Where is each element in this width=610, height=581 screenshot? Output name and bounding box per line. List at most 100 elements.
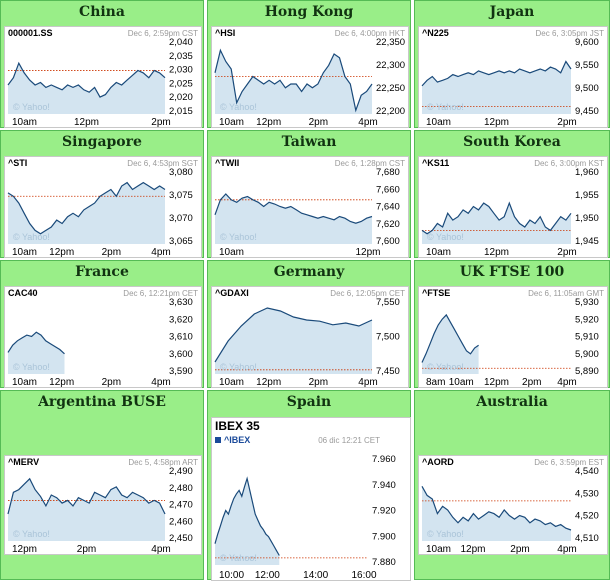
y-tick-label: 9,600	[575, 37, 599, 48]
x-tick-label: 10am	[449, 377, 474, 387]
panel-title[interactable]: UK FTSE 100	[459, 264, 565, 280]
chart-hong-kong[interactable]: ^HSI Dec 6, 4:00pm HKT 22,350 22,300 22,250 2…	[211, 26, 409, 128]
chart-china[interactable]: 000001.SS Dec 6, 2:59pm CST 2,040 2,035 2,03…	[4, 26, 202, 128]
chart-timestamp: Dec 6, 12:21pm CET	[123, 289, 198, 298]
panel-title[interactable]: Australia	[476, 394, 548, 410]
y-tick-label: 1,955	[575, 190, 599, 201]
chart-symbol: ^KS11	[422, 158, 449, 168]
panel-argentina-buse[interactable]: Argentina BUSE ^MERV Dec 5, 4:58pm ART 2,49…	[0, 390, 204, 580]
panel-hong-kong[interactable]: Hong Kong ^HSI Dec 6, 4:00pm HKT 22,350 22,3…	[207, 0, 411, 128]
y-tick-label: 7,500	[376, 332, 400, 343]
x-tick-label: 4pm	[151, 377, 170, 387]
panel-title[interactable]: Singapore	[62, 134, 142, 150]
chart-uk-ftse-100[interactable]: ^FTSE Dec 6, 11:05am GMT 5,930 5,920 5,910 5,…	[418, 286, 608, 388]
y-tick-label: 7.960	[372, 454, 396, 465]
y-tick-label: 4,510	[575, 533, 599, 544]
yahoo-watermark: © Yahoo!	[427, 232, 464, 242]
chart-spain[interactable]: IBEX 35 ^IBEX 06 dic 12:21 CET 7.960 7.940 7.…	[211, 417, 411, 581]
chart-south-korea[interactable]: ^KS11 Dec 6, 3:00pm KST 1,960 1,955 1,950 1,9…	[418, 156, 608, 258]
series-line	[7, 61, 166, 98]
series-area	[8, 182, 165, 244]
panel-title[interactable]: Hong Kong	[264, 4, 354, 20]
chart-symbol: ^HSI	[215, 28, 235, 38]
y-tick-label: 4,540	[575, 466, 599, 477]
chart-germany[interactable]: ^GDAXI Dec 6, 12:05pm CET 7,550 7,500 7,450 1…	[211, 286, 409, 388]
chart-france[interactable]: CAC40 Dec 6, 12:21pm CET 3,630 3,620 3,610 3,…	[4, 286, 202, 388]
panel-title[interactable]: Japan	[489, 4, 535, 20]
panel-uk-ftse-100[interactable]: UK FTSE 100 ^FTSE Dec 6, 11:05am GMT 5,930 5…	[414, 260, 610, 388]
x-tick-label: 4pm	[151, 544, 170, 554]
chart-australia[interactable]: ^AORD Dec 6, 3:59pm EST 4,540 4,530 4,520 4,5…	[418, 455, 608, 555]
y-tick-label: 9,550	[575, 60, 599, 71]
chart-timestamp: Dec 6, 3:05pm JST	[536, 29, 605, 38]
x-tick-label: 12pm	[484, 247, 509, 257]
series-line	[7, 181, 166, 235]
y-tick-label: 4,530	[575, 488, 599, 499]
panel-spain[interactable]: Spain IBEX 35 ^IBEX 06 dic 12:21 CET 7.960 7.…	[207, 390, 411, 581]
chart-timestamp: Dec 6, 12:05pm CET	[330, 289, 405, 298]
panel-title[interactable]: Taiwan	[281, 134, 337, 150]
chart-symbol: ^TWII	[215, 158, 239, 168]
panel-south-korea[interactable]: South Korea ^KS11 Dec 6, 3:00pm KST 1,960 1,…	[414, 130, 610, 258]
y-tick-label: 7,640	[376, 202, 400, 213]
y-tick-label: 3,620	[169, 314, 193, 325]
chart-japan[interactable]: ^N225 Dec 6, 3:05pm JST 9,600 9,550 9,500 9,4…	[418, 26, 608, 128]
series-line	[214, 48, 373, 113]
yahoo-watermark: © Yahoo!	[220, 362, 257, 372]
panel-title[interactable]: South Korea	[463, 134, 561, 150]
x-tick-label: 2pm	[510, 544, 529, 554]
chart-symbol: 000001.SS	[8, 28, 53, 38]
y-tick-label: 1,950	[575, 213, 599, 224]
chart-taiwan[interactable]: ^TWII Dec 6, 1:28pm CST 7,680 7,660 7,640 7,6…	[211, 156, 409, 258]
x-tick-label: 12pm	[256, 377, 281, 387]
y-tick-label: 7.940	[372, 480, 396, 491]
y-tick-label: 5,900	[575, 349, 599, 360]
y-tick-label: 1,960	[575, 167, 599, 178]
panel-china[interactable]: China 000001.SS Dec 6, 2:59pm CST 2,040 2,03…	[0, 0, 204, 128]
panel-title[interactable]: Germany	[273, 264, 345, 280]
chart-symbol: ^AORD	[422, 457, 454, 467]
panel-title[interactable]: China	[79, 4, 125, 20]
panel-title[interactable]: Argentina BUSE	[38, 394, 166, 410]
y-tick-label: 7,550	[376, 297, 400, 308]
chart-svg: IBEX 35 ^IBEX 06 dic 12:21 CET 7.960 7.940 7.…	[214, 419, 396, 580]
chart-timestamp: 06 dic 12:21 CET	[318, 436, 380, 445]
x-tick-label: 2pm	[522, 377, 541, 387]
chart-argentina-buse[interactable]: ^MERV Dec 5, 4:58pm ART 2,490 2,480 2,470 2,4…	[4, 455, 202, 555]
panel-singapore[interactable]: Singapore ^STI Dec 6, 4:53pm SGT 3,080 3,075…	[0, 130, 204, 258]
panel-title[interactable]: Spain	[286, 394, 332, 410]
panel-australia[interactable]: Australia ^AORD Dec 6, 3:59pm EST 4,540 4,53…	[414, 390, 610, 580]
y-tick-label: 2,480	[169, 483, 193, 494]
yahoo-watermark: © Yahoo!	[13, 529, 50, 539]
panel-japan[interactable]: Japan ^N225 Dec 6, 3:05pm JST 9,600 9,550 9,5…	[414, 0, 610, 128]
x-tick-label: 2pm	[102, 377, 121, 387]
y-tick-label: 2,450	[169, 533, 193, 544]
chart-timestamp: Dec 6, 4:00pm HKT	[335, 29, 405, 38]
y-tick-label: 5,930	[575, 297, 599, 308]
chart-singapore[interactable]: ^STI Dec 6, 4:53pm SGT 3,080 3,075 3,070 3,06…	[4, 156, 202, 258]
panel-france[interactable]: France CAC40 Dec 6, 12:21pm CET 3,630 3,620 3…	[0, 260, 204, 388]
chart-symbol: ^GDAXI	[215, 288, 249, 298]
x-tick-label: 16:00	[351, 570, 376, 580]
series-area	[215, 194, 372, 244]
y-tick-label: 2,015	[169, 106, 193, 117]
x-tick-label: 12pm	[355, 247, 380, 257]
panel-taiwan[interactable]: Taiwan ^TWII Dec 6, 1:28pm CST 7,680 7,660 7,…	[207, 130, 411, 258]
x-tick-label: 2pm	[77, 544, 96, 554]
panel-title[interactable]: France	[75, 264, 129, 280]
yahoo-watermark: © Yahoo!	[220, 232, 257, 242]
x-tick-label: 12:00	[255, 570, 280, 580]
series-area	[422, 203, 571, 244]
series-area	[8, 63, 165, 114]
y-tick-label: 3,080	[169, 167, 193, 178]
series-area	[8, 478, 165, 541]
y-tick-label: 5,920	[575, 314, 599, 325]
panel-germany[interactable]: Germany ^GDAXI Dec 6, 12:05pm CET 7,550 7,50…	[207, 260, 411, 388]
yahoo-watermark: © Yahoo!	[427, 102, 464, 112]
y-tick-label: 7.900	[372, 531, 396, 542]
